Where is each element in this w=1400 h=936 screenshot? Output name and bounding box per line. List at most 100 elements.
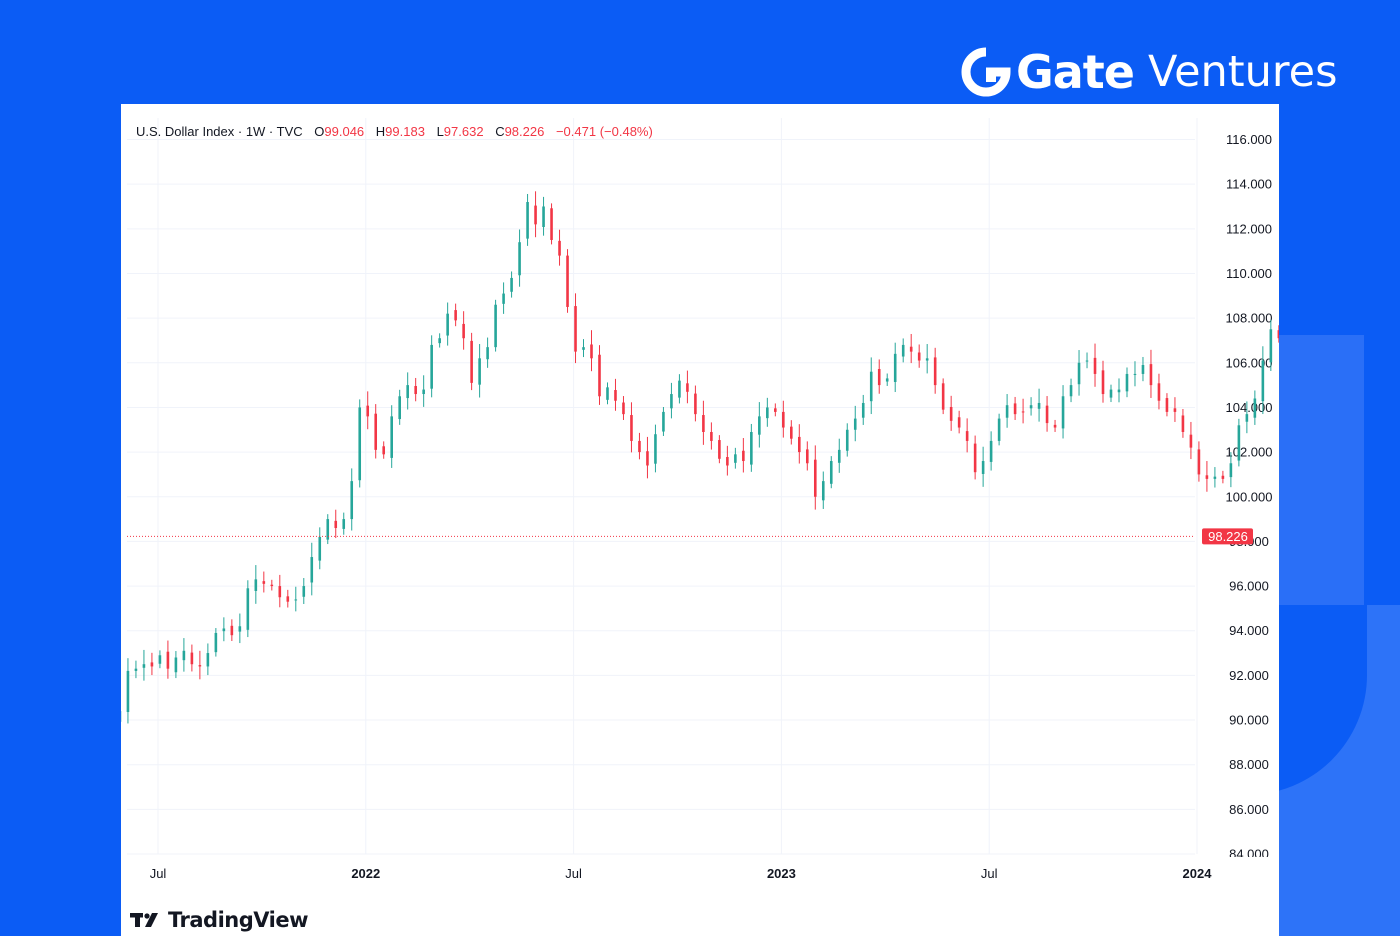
candle-body [470,340,473,383]
x-tick-label: Jul [150,866,167,881]
candle-body [646,451,649,466]
candle-body [550,208,553,240]
candle-body [510,277,513,292]
candle-body [909,346,913,352]
candle-body [566,255,569,307]
candle-body [254,579,258,591]
candle-body [1125,373,1129,392]
legend-open-value: 99.046 [324,124,365,139]
candle-body [861,402,865,418]
candle-body [214,632,218,653]
candle-body [829,461,833,484]
candle-body [422,389,425,395]
candle-body [726,457,729,466]
candle-body [774,408,777,412]
candle-body [686,383,689,392]
candle-body [742,450,745,462]
candle-body [837,449,841,463]
candle-body [526,202,529,239]
candle-body [869,371,873,402]
candle-body [1085,360,1089,362]
candle-body [1021,411,1025,413]
candle-body [614,390,617,401]
candle-body [678,380,681,398]
legend-high-value: 99.183 [385,124,425,139]
candle-body [1269,329,1273,363]
last-price-tag [1202,528,1253,545]
candle-body [542,206,545,228]
tradingview-icon [130,913,158,927]
candle-body [1005,405,1009,418]
legend-close-label: C [495,124,505,139]
x-tick-label: 2024 [1183,866,1213,881]
candle-body [230,625,234,636]
legend-open-label: O [314,124,325,139]
candle-body [997,418,1001,441]
candle-body [398,396,401,420]
candle-body [750,431,753,465]
candle-body [1109,389,1113,398]
background-panel-lower [1279,605,1400,936]
candle-body [1117,389,1121,393]
candle-body [518,242,521,276]
legend-low-value: 97.632 [443,124,484,139]
candle-body [925,358,929,361]
candle-body [414,386,417,395]
candle-body [1093,357,1097,374]
tradingview-logo[interactable]: TradingView [130,908,308,932]
background-panel [1279,335,1364,605]
gate-logo-icon [961,47,1011,97]
candle-body [1173,408,1177,412]
candle-body [1229,463,1233,478]
legend-close-value: 98.226 [504,124,545,139]
legend-change: −0.471 (−0.48%) [555,124,653,139]
y-tick-label: 94.000 [1229,623,1269,638]
axis-label-clip [1199,857,1279,867]
candle-body [1221,475,1225,479]
candle-body [198,665,202,667]
y-tick-label: 90.000 [1229,713,1269,728]
candle-body [574,306,577,352]
candle-body [853,418,857,430]
x-tick-label: Jul [565,866,582,881]
candle-body [1101,370,1105,395]
candle-body [702,415,705,432]
candle-body [262,581,266,584]
candle-body [718,440,721,459]
y-tick-label: 112.000 [1226,221,1272,236]
candle-body [158,655,162,664]
candle-body [238,626,242,632]
candle-body [1141,365,1145,374]
candle-body [318,536,322,561]
candle-body [758,416,761,435]
candle-body [558,240,561,256]
candle-body [294,599,298,601]
candle-body [1237,425,1241,461]
candle-body [606,387,609,400]
candle-body [390,416,393,458]
candle-body [182,650,186,661]
candle-body [190,652,194,665]
x-tick-label: 2022 [351,866,380,881]
candle-body [766,407,769,419]
candle-body [1181,415,1185,432]
candle-body [1037,402,1041,409]
candle-body [622,402,625,415]
candle-body [813,459,817,497]
candle-body [965,431,969,441]
candle-body [845,429,849,451]
candle-body [1133,373,1137,375]
candle-body [790,426,793,439]
candle-body [134,668,138,671]
candle-body [973,443,977,473]
candle-body [374,413,378,450]
candle-body [877,369,881,386]
candle-body [174,657,178,673]
chart-plot[interactable]: 116.000 114.000 112.000 110.000 108.000 106.0… [121,104,1279,904]
candle-body [670,394,673,409]
candle-body [1189,434,1193,448]
legend-symbol: U.S. Dollar Index · 1W · TVC [136,124,303,139]
candle-body [1253,398,1257,418]
candle-body [989,440,993,462]
chart-legend: U.S. Dollar Index · 1W · TVC O99.046 H99… [136,124,653,139]
